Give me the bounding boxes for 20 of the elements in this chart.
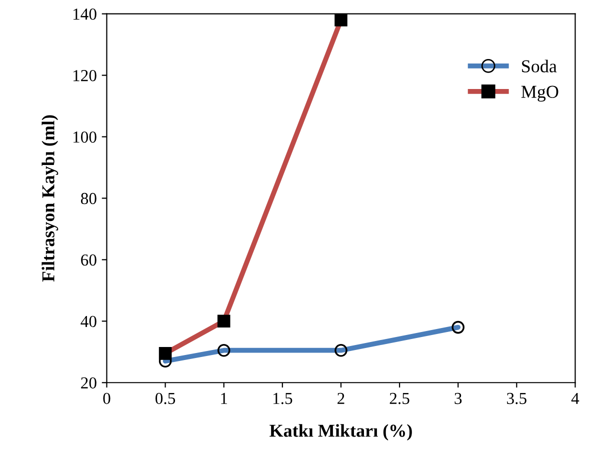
y-tick-label: 40 — [80, 316, 96, 328]
y-tick-label: 20 — [81, 377, 96, 389]
x-tick-label: 1.5 — [273, 392, 292, 404]
x-tick-label: 3.5 — [507, 392, 526, 404]
y-tick-label: 100 — [73, 131, 96, 143]
x-tick-label: 4 — [571, 392, 580, 404]
x-tick-label: 0 — [103, 392, 110, 404]
legend-label: MgO — [521, 86, 558, 102]
x-tick-label: 2 — [338, 392, 344, 404]
x-axis-title: Katkı Miktarı (%) — [270, 424, 412, 441]
y-axis-title: Filtrasyon Kaybı (ml) — [42, 115, 58, 282]
x-tick-label: 2.5 — [390, 392, 410, 404]
x-tick-label: 0.5 — [156, 392, 176, 404]
y-tick-label: 60 — [81, 254, 96, 266]
y-tick-label: 140 — [73, 8, 96, 20]
legend-label: Soda — [522, 60, 557, 72]
y-tick-label: 120 — [73, 70, 96, 82]
y-tick-label: 80 — [80, 192, 96, 204]
x-tick-label: 1 — [221, 392, 228, 404]
x-tick-label: 3 — [454, 392, 462, 404]
